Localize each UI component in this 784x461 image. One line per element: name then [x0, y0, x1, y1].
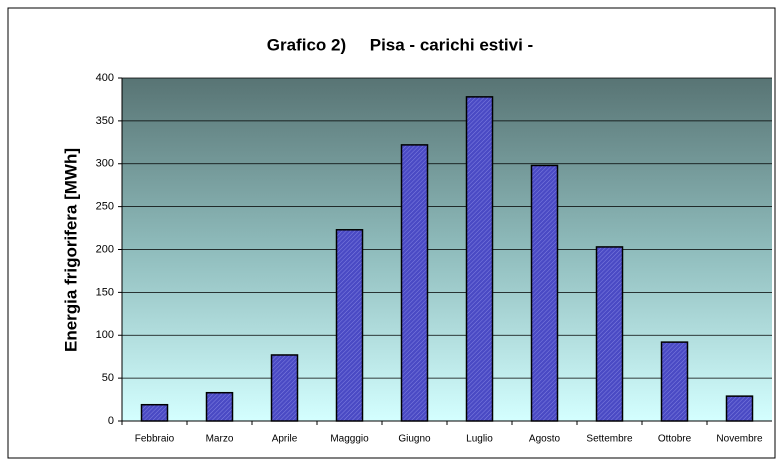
x-tick-label: Ottobre [658, 434, 692, 445]
y-axis-label: Energia frigorifera [MWh] [61, 148, 80, 352]
x-tick-label: Luglio [466, 434, 493, 445]
x-tick-label: Agosto [529, 434, 561, 445]
bar [140, 403, 169, 422]
y-tick-label: 200 [96, 243, 114, 255]
x-tick-label: Aprile [272, 434, 298, 445]
bar [270, 354, 299, 422]
y-tick-label: 250 [96, 201, 114, 213]
bar [725, 395, 754, 422]
y-tick-label: 0 [108, 415, 114, 427]
x-tick-label: Settembre [586, 434, 633, 445]
bar [530, 164, 559, 422]
bar [660, 341, 689, 422]
y-tick-label: 50 [102, 372, 114, 384]
bar [205, 391, 234, 422]
y-tick-label: 350 [96, 115, 114, 127]
bar [465, 96, 494, 422]
y-tick-label: 100 [96, 329, 114, 341]
x-tick-label: Novembre [716, 434, 763, 445]
x-tick-label: Giugno [398, 434, 431, 445]
bar [595, 246, 624, 422]
x-tick-label: Febbraio [135, 434, 175, 445]
x-tick-label: Marzo [206, 434, 234, 445]
bar [400, 144, 429, 422]
y-tick-label: 400 [96, 72, 114, 84]
bar [335, 229, 364, 422]
y-tick-label: 300 [96, 158, 114, 170]
y-tick-label: 150 [96, 286, 114, 298]
chart-title: Grafico 2) Pisa - carichi estivi - [267, 35, 533, 54]
x-tick-label: Magggio [330, 434, 369, 445]
